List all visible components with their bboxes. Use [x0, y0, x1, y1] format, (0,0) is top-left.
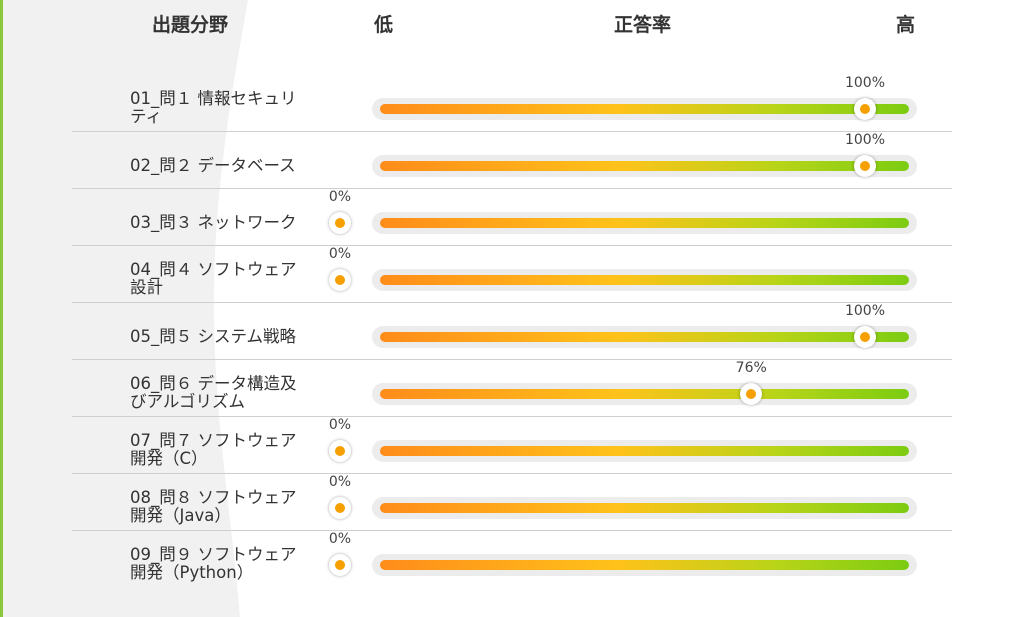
rate-gradient-bar	[380, 275, 909, 285]
rate-gradient-bar	[380, 161, 909, 171]
row-label-line: 04_問４ ソフトウェア	[130, 260, 297, 279]
rate-percent-label: 76%	[735, 360, 767, 376]
rate-gradient-bar	[380, 446, 909, 456]
table-row: 02_問２ データベース 100%	[72, 131, 952, 189]
table-row: 09_問９ ソフトウェア 開発（Python） 0%	[72, 530, 952, 587]
row-label: 01_問１ 情報セキュリ ティ	[130, 90, 330, 126]
rate-gradient-bar	[380, 332, 909, 342]
table-row: 07_問７ ソフトウェア 開発（C） 0%	[72, 416, 952, 474]
rate-percent-label: 100%	[844, 75, 886, 91]
row-label-line: 09_問９ ソフトウェア	[130, 545, 297, 564]
row-label: 09_問９ ソフトウェア 開発（Python）	[130, 546, 330, 582]
table-row: 04_問４ ソフトウェア 設計 0%	[72, 245, 952, 303]
row-label: 07_問７ ソフトウェア 開発（C）	[130, 432, 330, 468]
rate-percent-label: 0%	[328, 189, 352, 205]
row-label-line: 08_問８ ソフトウェア	[130, 488, 297, 507]
rate-gradient-bar	[380, 389, 909, 399]
rate-track	[372, 269, 917, 291]
row-label-line: 開発（Python）	[130, 563, 254, 582]
row-label: 05_問５ システム戦略	[130, 328, 330, 346]
rate-marker	[329, 497, 351, 519]
left-accent-edge	[0, 0, 3, 617]
table-row: 01_問１ 情報セキュリ ティ 100%	[72, 74, 952, 132]
rate-percent-label: 100%	[844, 303, 886, 319]
row-label-line: ティ	[130, 107, 163, 126]
table-row: 08_問８ ソフトウェア 開発（Java） 0%	[72, 473, 952, 531]
row-label-line: 07_問７ ソフトウェア	[130, 431, 297, 450]
rate-gradient-bar	[380, 503, 909, 513]
rate-gradient-bar	[380, 560, 909, 570]
row-label: 06_問６ データ構造及 びアルゴリズム	[130, 375, 330, 411]
table-row: 05_問５ システム戦略 100%	[72, 302, 952, 360]
row-label-line: 02_問２ データベース	[130, 156, 296, 175]
rate-track	[372, 155, 917, 177]
rate-track	[372, 497, 917, 519]
row-label-line: 設計	[130, 278, 163, 297]
rate-gradient-bar	[380, 104, 909, 114]
table-row: 03_問３ ネットワーク 0%	[72, 188, 952, 246]
rate-percent-label: 0%	[328, 474, 352, 490]
row-label-line: びアルゴリズム	[130, 392, 246, 411]
rate-track	[372, 98, 917, 120]
rate-marker	[329, 440, 351, 462]
column-header-high: 高	[896, 14, 916, 36]
rate-track	[372, 440, 917, 462]
rate-marker	[854, 326, 876, 348]
row-label-line: 06_問６ データ構造及	[130, 374, 297, 393]
rate-marker	[854, 155, 876, 177]
column-header-rate: 正答率	[614, 14, 672, 36]
rate-percent-label: 0%	[328, 417, 352, 433]
rate-marker	[740, 383, 763, 405]
rate-marker	[329, 212, 351, 234]
row-label-line: 03_問３ ネットワーク	[130, 213, 297, 232]
row-label-line: 05_問５ システム戦略	[130, 327, 296, 346]
rate-gradient-bar	[380, 218, 909, 228]
table-row: 06_問６ データ構造及 びアルゴリズム 76%	[72, 359, 952, 417]
rate-percent-label: 0%	[328, 246, 352, 262]
rate-track	[372, 554, 917, 576]
rate-marker	[329, 269, 351, 291]
column-header-field: 出題分野	[152, 14, 229, 36]
rate-marker	[854, 98, 876, 120]
row-label-line: 開発（C）	[130, 449, 208, 468]
row-label: 04_問４ ソフトウェア 設計	[130, 261, 330, 297]
column-header-low: 低	[374, 14, 394, 36]
rate-marker	[329, 554, 351, 576]
row-label-line: 開発（Java）	[130, 506, 231, 525]
rate-track	[372, 326, 917, 348]
row-label: 08_問８ ソフトウェア 開発（Java）	[130, 489, 330, 525]
rate-track	[372, 212, 917, 234]
rate-percent-label: 0%	[328, 531, 352, 547]
row-label: 02_問２ データベース	[130, 157, 330, 175]
rate-percent-label: 100%	[844, 132, 886, 148]
row-label-line: 01_問１ 情報セキュリ	[130, 89, 297, 108]
rate-track	[372, 383, 917, 405]
row-label: 03_問３ ネットワーク	[130, 214, 330, 232]
